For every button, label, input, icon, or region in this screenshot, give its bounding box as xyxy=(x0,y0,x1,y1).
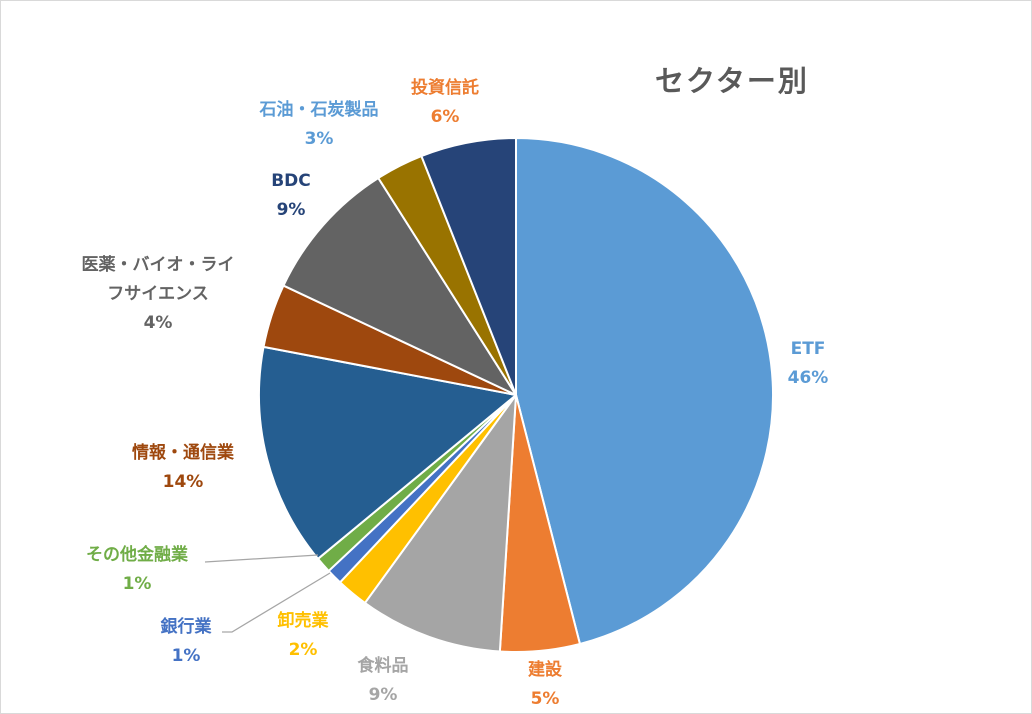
slice-label: ETF 46% xyxy=(788,339,829,388)
slice-label-name: BDC xyxy=(271,171,311,191)
slice-label-name: 銀行業 xyxy=(161,616,212,637)
slice-label-name: 食料品 xyxy=(358,655,409,676)
slice-label-value: 9% xyxy=(369,685,398,705)
slice-label-value: 1% xyxy=(172,646,201,666)
slice-label-value: 4% xyxy=(144,313,173,333)
slice-label: 食料品 9% xyxy=(358,655,409,705)
slice-label-name: 建設 xyxy=(528,659,563,680)
pie-slice xyxy=(420,137,517,396)
slice-labels: ETF 46% 建設 5% 食料品 9% 卸売業 2% 銀行業 1% その他金融業 1% 情報・通信業 1… xyxy=(82,77,829,709)
slice-label: 卸売業 2% xyxy=(278,610,329,660)
slice-label-value: 14% xyxy=(163,472,204,492)
slice-label: 建設 5% xyxy=(528,659,563,709)
pie-slice xyxy=(258,345,517,560)
slice-label: BDC 9% xyxy=(271,171,311,220)
leader-lines xyxy=(204,554,331,633)
slice-label-name: 医薬・バイオ・ライ xyxy=(82,255,235,275)
pie-slice xyxy=(363,394,517,653)
slice-label-name: ETF xyxy=(791,339,826,359)
slice-label: 情報・通信業 14% xyxy=(132,442,234,492)
slice-label: その他金融業 1% xyxy=(86,544,188,594)
slice-label: 銀行業 1% xyxy=(161,616,212,666)
slice-label: 投資信託 6% xyxy=(411,77,479,127)
slice-label-value: 3% xyxy=(305,129,334,149)
slice-label-name: 情報・通信業 xyxy=(132,442,234,463)
slice-label-value: 2% xyxy=(289,640,318,660)
chart-title: セクター別 xyxy=(655,64,809,98)
slice-label-value: 46% xyxy=(788,368,829,388)
slice-label-value: 6% xyxy=(431,107,460,127)
slice-label-name: 石油・石炭製品 xyxy=(259,99,379,120)
leader-line xyxy=(204,554,319,563)
slice-label-value: 1% xyxy=(123,574,152,594)
pie-slice xyxy=(515,137,774,645)
pie-slices xyxy=(258,137,774,653)
pie-slice xyxy=(282,177,517,396)
slice-label-name: 投資信託 xyxy=(411,77,479,98)
slice-label-name: その他金融業 xyxy=(86,544,188,565)
slice-label-name: 卸売業 xyxy=(278,610,329,631)
leader-line xyxy=(222,572,331,633)
slice-label-value: 9% xyxy=(277,200,306,220)
slice-label: 石油・石炭製品 3% xyxy=(259,99,379,149)
slice-label-value: 5% xyxy=(531,689,560,709)
slice-label-name: フサイエンス xyxy=(107,284,209,304)
